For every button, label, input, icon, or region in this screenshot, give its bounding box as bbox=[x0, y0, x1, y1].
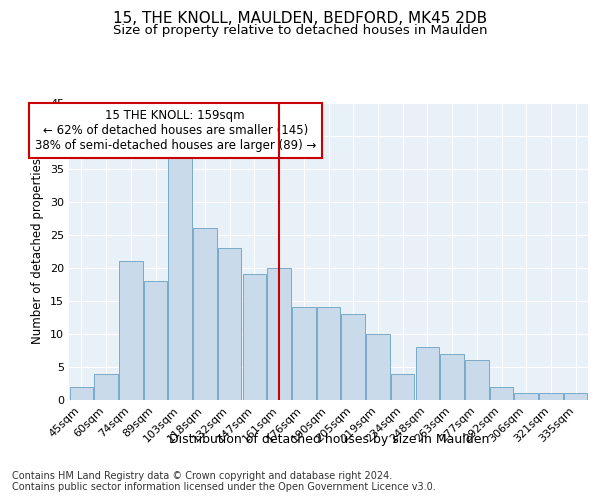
Text: Contains HM Land Registry data © Crown copyright and database right 2024.: Contains HM Land Registry data © Crown c… bbox=[12, 471, 392, 481]
Bar bbox=[341, 314, 365, 400]
Bar bbox=[317, 308, 340, 400]
Text: Distribution of detached houses by size in Maulden: Distribution of detached houses by size … bbox=[169, 432, 489, 446]
Bar bbox=[144, 281, 167, 400]
Bar bbox=[514, 394, 538, 400]
Bar bbox=[539, 394, 563, 400]
Bar bbox=[193, 228, 217, 400]
Bar bbox=[366, 334, 389, 400]
Bar bbox=[242, 274, 266, 400]
Y-axis label: Number of detached properties: Number of detached properties bbox=[31, 158, 44, 344]
Text: 15 THE KNOLL: 159sqm
← 62% of detached houses are smaller (145)
38% of semi-deta: 15 THE KNOLL: 159sqm ← 62% of detached h… bbox=[35, 109, 316, 152]
Bar bbox=[218, 248, 241, 400]
Bar bbox=[391, 374, 415, 400]
Bar bbox=[94, 374, 118, 400]
Bar bbox=[490, 387, 513, 400]
Text: Contains public sector information licensed under the Open Government Licence v3: Contains public sector information licen… bbox=[12, 482, 436, 492]
Bar bbox=[440, 354, 464, 400]
Bar bbox=[416, 347, 439, 400]
Bar bbox=[119, 261, 143, 400]
Text: Size of property relative to detached houses in Maulden: Size of property relative to detached ho… bbox=[113, 24, 487, 37]
Bar bbox=[564, 394, 587, 400]
Bar bbox=[169, 156, 192, 400]
Bar bbox=[70, 387, 93, 400]
Bar bbox=[465, 360, 488, 400]
Bar bbox=[292, 308, 316, 400]
Text: 15, THE KNOLL, MAULDEN, BEDFORD, MK45 2DB: 15, THE KNOLL, MAULDEN, BEDFORD, MK45 2D… bbox=[113, 11, 487, 26]
Bar bbox=[268, 268, 291, 400]
